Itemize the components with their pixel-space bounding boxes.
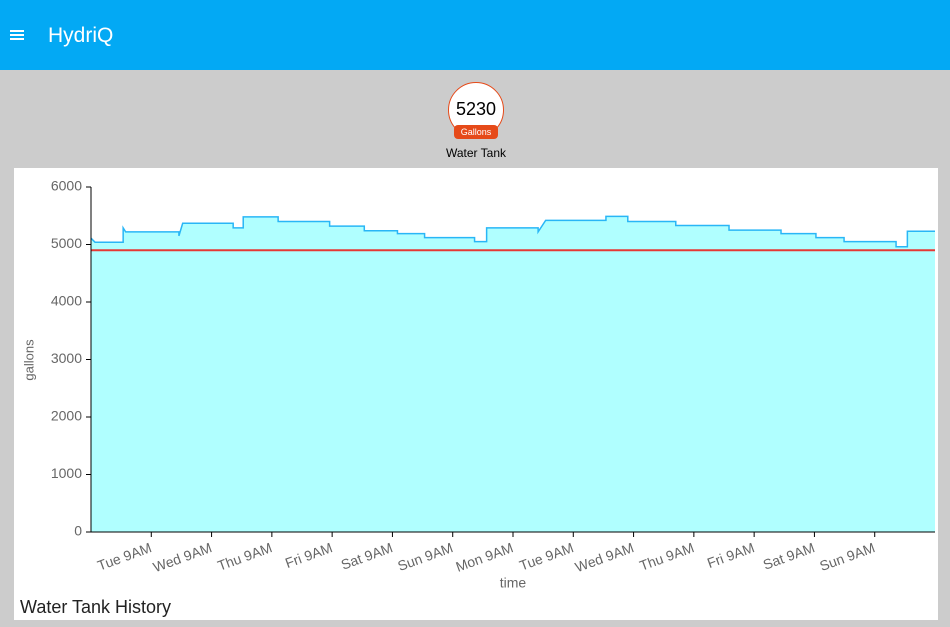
app-bar: HydriQ — [0, 0, 950, 70]
x-tick-label: Mon 9AM — [454, 539, 516, 575]
y-tick-label: 2000 — [51, 408, 82, 424]
x-axis-label: time — [500, 575, 527, 591]
y-tick-label: 6000 — [51, 178, 82, 194]
x-tick-label: Sun 9AM — [395, 539, 455, 574]
chart-title: Water Tank History — [20, 597, 171, 617]
y-tick-label: 1000 — [51, 465, 82, 481]
x-tick-label: Sun 9AM — [817, 539, 877, 574]
x-tick-label: Tue 9AM — [95, 539, 153, 573]
x-tick-label: Wed 9AM — [573, 539, 636, 575]
menu-button[interactable] — [10, 30, 24, 42]
x-tick-label: Sat 9AM — [339, 539, 395, 572]
y-tick-label: 3000 — [51, 350, 82, 366]
x-tick-label: Thu 9AM — [215, 539, 274, 573]
y-tick-label: 0 — [74, 523, 82, 539]
x-tick-label: Tue 9AM — [517, 539, 575, 573]
x-tick-label: Wed 9AM — [151, 539, 214, 575]
x-tick-label: Fri 9AM — [705, 539, 757, 571]
area-fill — [91, 216, 935, 532]
y-tick-label: 4000 — [51, 293, 82, 309]
y-tick-label: 5000 — [51, 235, 82, 251]
x-tick-label: Thu 9AM — [637, 539, 696, 573]
gauge-unit: Gallons — [454, 125, 498, 139]
gauge-label: Water Tank — [445, 146, 507, 160]
y-axis-label: gallons — [21, 339, 36, 381]
area-line — [90, 215, 935, 248]
x-tick-label: Sat 9AM — [761, 539, 817, 572]
app-title: HydriQ — [48, 24, 114, 47]
x-tick-label: Fri 9AM — [283, 539, 335, 571]
